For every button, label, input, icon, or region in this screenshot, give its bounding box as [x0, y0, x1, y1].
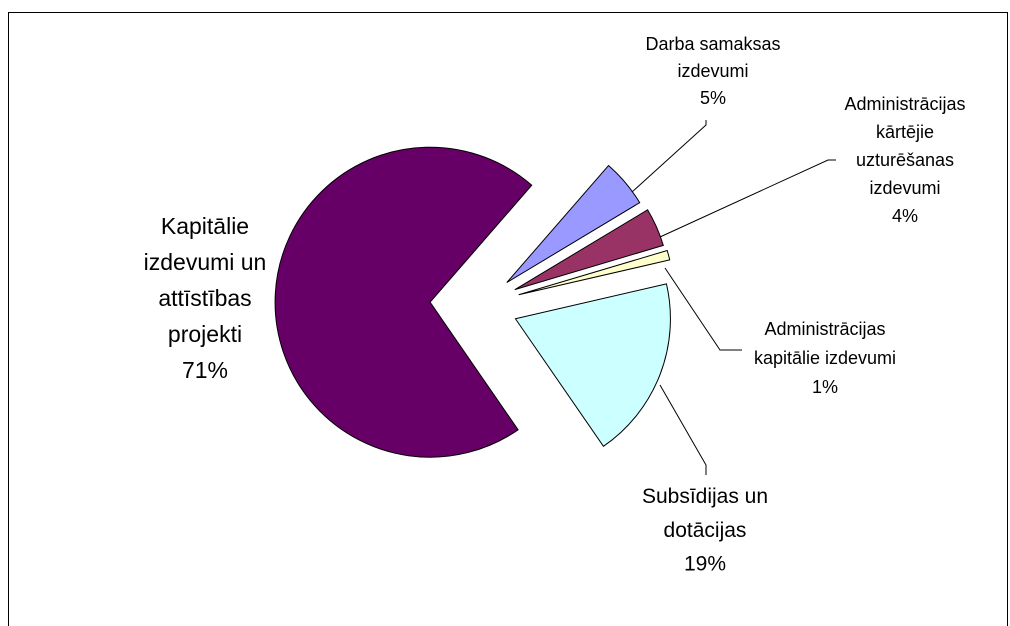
pie-slice [514, 209, 664, 291]
leader-line [659, 384, 707, 475]
value-label: 5% [700, 88, 726, 108]
slice-label: Administrācijas kārtējie uzturēšanas izdevu… [844, 94, 965, 198]
leader-line [631, 120, 707, 193]
pie-slice [514, 283, 671, 448]
value-label: 71% [182, 357, 228, 383]
plot-frame [8, 12, 1008, 626]
slice-label: Darba samaksas izdevumi [645, 34, 780, 81]
slice-label: Kapitālie izdevumi un attīstības projekti [144, 213, 267, 347]
pie-slice [518, 249, 671, 296]
value-label: 4% [892, 206, 918, 226]
pie-slice [506, 164, 641, 283]
leader-line [664, 267, 742, 351]
leader-line [659, 159, 836, 238]
value-label: 1% [812, 377, 838, 397]
pie-slice [274, 146, 533, 458]
slice-label: Subsīdijas un dotācijas [642, 485, 768, 542]
value-label: 19% [684, 553, 726, 576]
slice-label: Administrācijas kapitālie izdevumi [754, 319, 896, 368]
